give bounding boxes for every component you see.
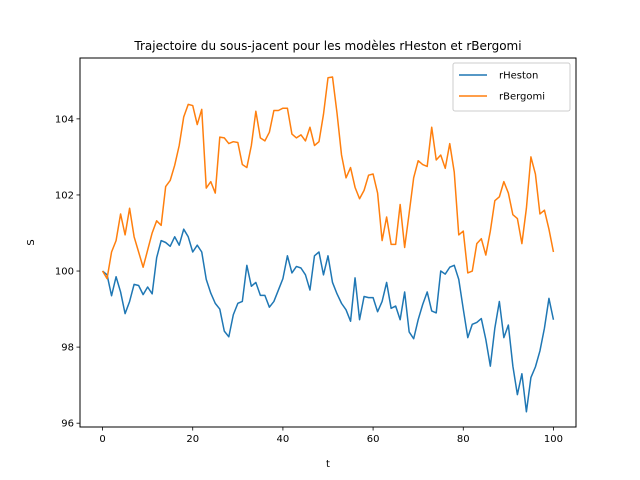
y-tick-label: 100 <box>55 267 74 278</box>
legend: rHeston rBergomi <box>452 62 571 112</box>
legend-label-rheston: rHeston <box>499 71 538 82</box>
series-line-rheston <box>102 228 555 413</box>
plot-lines <box>101 76 555 413</box>
x-tick-label: 20 <box>186 434 199 445</box>
x-tick-label: 80 <box>457 434 470 445</box>
series-line-rbergomi <box>101 76 555 280</box>
y-tick-label: 98 <box>61 343 74 354</box>
legend-label-rbergomi: rBergomi <box>499 92 545 103</box>
x-axis-label: t <box>326 459 330 470</box>
x-tick-label: 40 <box>277 434 290 445</box>
y-tick-label: 104 <box>55 114 74 125</box>
x-tick-label: 0 <box>99 434 105 445</box>
y-tick-label: 102 <box>55 190 74 201</box>
x-axis: 0 20 40 60 80 100 <box>99 427 563 445</box>
x-tick-label: 100 <box>544 434 563 445</box>
plot-frame <box>79 57 577 428</box>
y-axis-label: S <box>26 239 37 245</box>
y-tick-label: 96 <box>61 419 74 430</box>
y-axis: 96 98 100 102 104 <box>55 114 80 430</box>
x-tick-label: 60 <box>367 434 380 445</box>
chart-title: Trajectoire du sous-jacent pour les modè… <box>133 39 521 53</box>
